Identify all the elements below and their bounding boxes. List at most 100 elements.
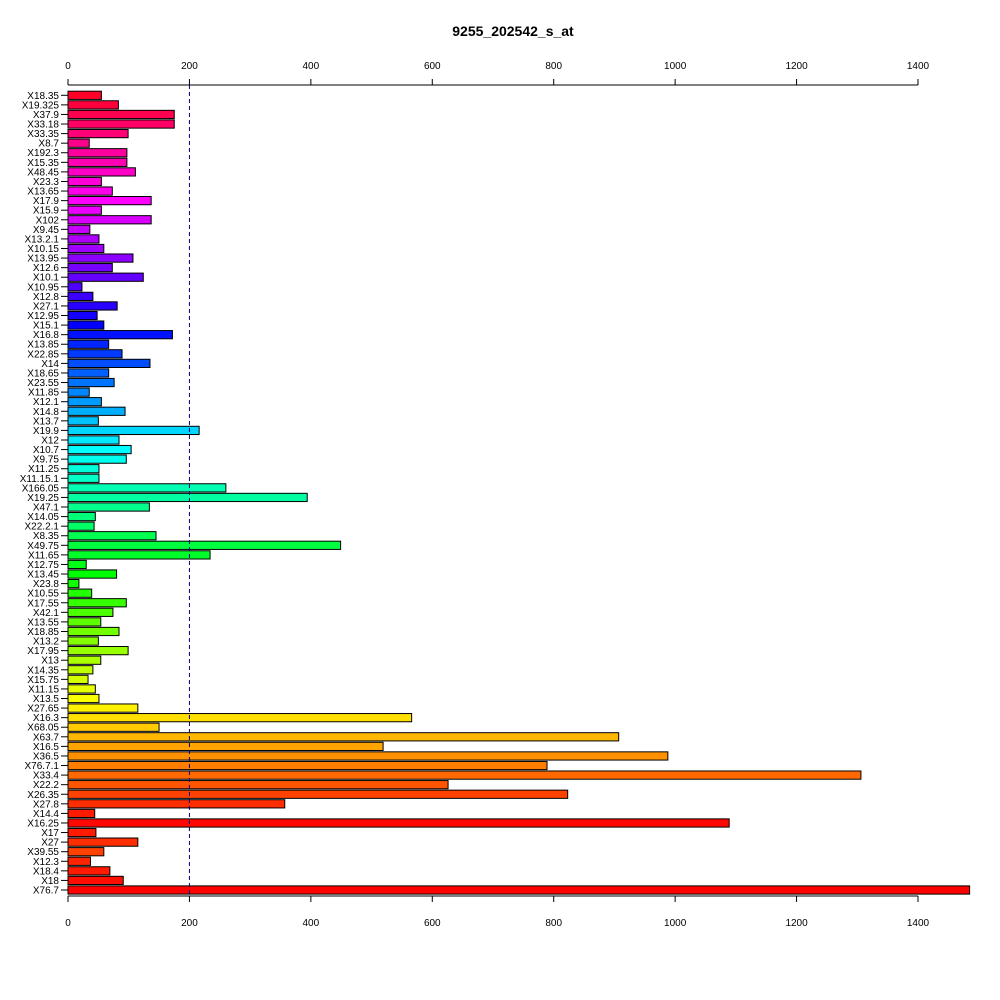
bar-X27 (67, 837, 139, 847)
bar-X8.35 (67, 531, 157, 541)
bar-X11.15.1 (67, 473, 100, 483)
category-label: X63.7 (33, 732, 60, 743)
category-label: X12.8 (33, 292, 60, 303)
category-label: X33.18 (27, 120, 59, 131)
category-label: X14 (41, 359, 59, 370)
category-label: X76.7.1 (25, 761, 60, 772)
category-label: X13.95 (27, 254, 59, 265)
bar-X22.85 (67, 349, 123, 359)
bar-X63.7 (67, 732, 620, 742)
category-label: X18.65 (27, 368, 59, 379)
bar-X13 (67, 655, 102, 665)
bar-X12.6 (67, 263, 113, 273)
category-label: X13.55 (27, 617, 59, 628)
category-label: X12.3 (33, 857, 60, 868)
bar-X13.2 (67, 636, 99, 646)
category-label: X8.7 (38, 139, 59, 150)
bar-X27.1 (67, 301, 118, 311)
category-label: X12.6 (33, 263, 60, 274)
bar-X16.5 (67, 741, 384, 751)
bar-X12.3 (67, 856, 91, 866)
category-label: X10.15 (27, 244, 59, 255)
category-label: X192.3 (27, 148, 59, 159)
bar-X39.55 (67, 847, 105, 857)
bar-X26.35 (67, 789, 569, 799)
bar-X19.25 (67, 492, 308, 503)
bar-X12.95 (67, 310, 98, 321)
category-label: X12 (41, 435, 59, 446)
bars (67, 90, 971, 895)
category-label: X13.2 (33, 637, 60, 648)
bar-X12.1 (67, 397, 102, 407)
bar-X11.15 (67, 684, 96, 694)
category-label: X27 (41, 838, 59, 849)
category-label: X11.85 (28, 388, 59, 399)
bottom-axis: 0 200 400 600 800 1000 1200 1400 (65, 895, 930, 929)
bar-X18 (67, 875, 124, 886)
category-label: X19.9 (33, 426, 60, 437)
bar-X15.9 (67, 205, 102, 215)
category-label: X18.35 (27, 91, 59, 102)
category-label: X23.3 (33, 177, 60, 188)
bar-X23.55 (67, 377, 115, 388)
top-tick-label: 0 (65, 61, 71, 72)
category-label: X13.65 (27, 187, 59, 198)
bottom-tick-label: 0 (65, 918, 71, 929)
category-label: X22.2.1 (25, 522, 60, 533)
category-label: X16.25 (27, 818, 59, 829)
bar-X33.18 (67, 119, 175, 129)
bar-X42.1 (67, 607, 114, 617)
category-label: X102 (36, 215, 60, 226)
category-label: X36.5 (33, 751, 60, 762)
category-label: X166.05 (22, 483, 60, 494)
category-label: X19.25 (27, 493, 59, 504)
category-label: X17.9 (33, 196, 60, 207)
category-label: X26.35 (27, 790, 59, 801)
bar-X48.45 (67, 167, 136, 177)
bar-X15.1 (67, 320, 105, 330)
category-label: X13.5 (33, 694, 60, 705)
category-label: X11.25 (28, 464, 59, 475)
category-label: X18.85 (27, 627, 59, 638)
category-label: X22.85 (27, 349, 59, 360)
bar-X33.4 (67, 770, 862, 780)
bar-X27.65 (67, 703, 139, 713)
category-label: X16.3 (33, 713, 60, 724)
category-label: X14.4 (33, 809, 60, 820)
bar-X16.8 (67, 330, 173, 340)
category-label: X15.9 (33, 206, 60, 217)
category-label: X17 (41, 828, 59, 839)
bar-X37.9 (67, 109, 175, 120)
bar-X13.95 (67, 253, 134, 263)
top-tick-label: 600 (424, 61, 441, 72)
category-label: X39.55 (27, 847, 59, 858)
category-label: X16.5 (33, 742, 60, 753)
category-label: X19.325 (22, 100, 60, 111)
top-tick-label: 1200 (785, 61, 808, 72)
bar-X13.45 (67, 569, 118, 579)
bar-X8.7 (67, 138, 90, 148)
category-label: X14.8 (33, 407, 60, 418)
bar-X22.2 (67, 780, 449, 790)
top-tick-label: 400 (303, 61, 320, 72)
category-label: X27.1 (33, 301, 60, 312)
bar-X22.2.1 (67, 521, 95, 531)
category-label: X9.75 (33, 455, 60, 466)
category-label: X22.2 (33, 780, 60, 791)
bar-X17.95 (67, 646, 129, 656)
bar-X10.95 (67, 282, 83, 292)
bar-X19.9 (67, 425, 200, 436)
bar-X11.65 (67, 550, 211, 560)
category-label: X12.95 (27, 311, 59, 322)
top-tick-label: 1000 (664, 61, 687, 72)
bar-X12.8 (67, 291, 94, 301)
category-label: X37.9 (33, 110, 60, 121)
category-label: X47.1 (33, 503, 60, 514)
bar-X11.85 (67, 387, 90, 397)
category-label: X10.1 (33, 273, 60, 284)
bottom-tick-label: 1200 (785, 918, 808, 929)
category-label: X14.05 (27, 512, 59, 523)
category-label: X17.95 (27, 646, 59, 657)
bottom-tick-label: 600 (424, 918, 441, 929)
bottom-tick-label: 800 (545, 918, 562, 929)
